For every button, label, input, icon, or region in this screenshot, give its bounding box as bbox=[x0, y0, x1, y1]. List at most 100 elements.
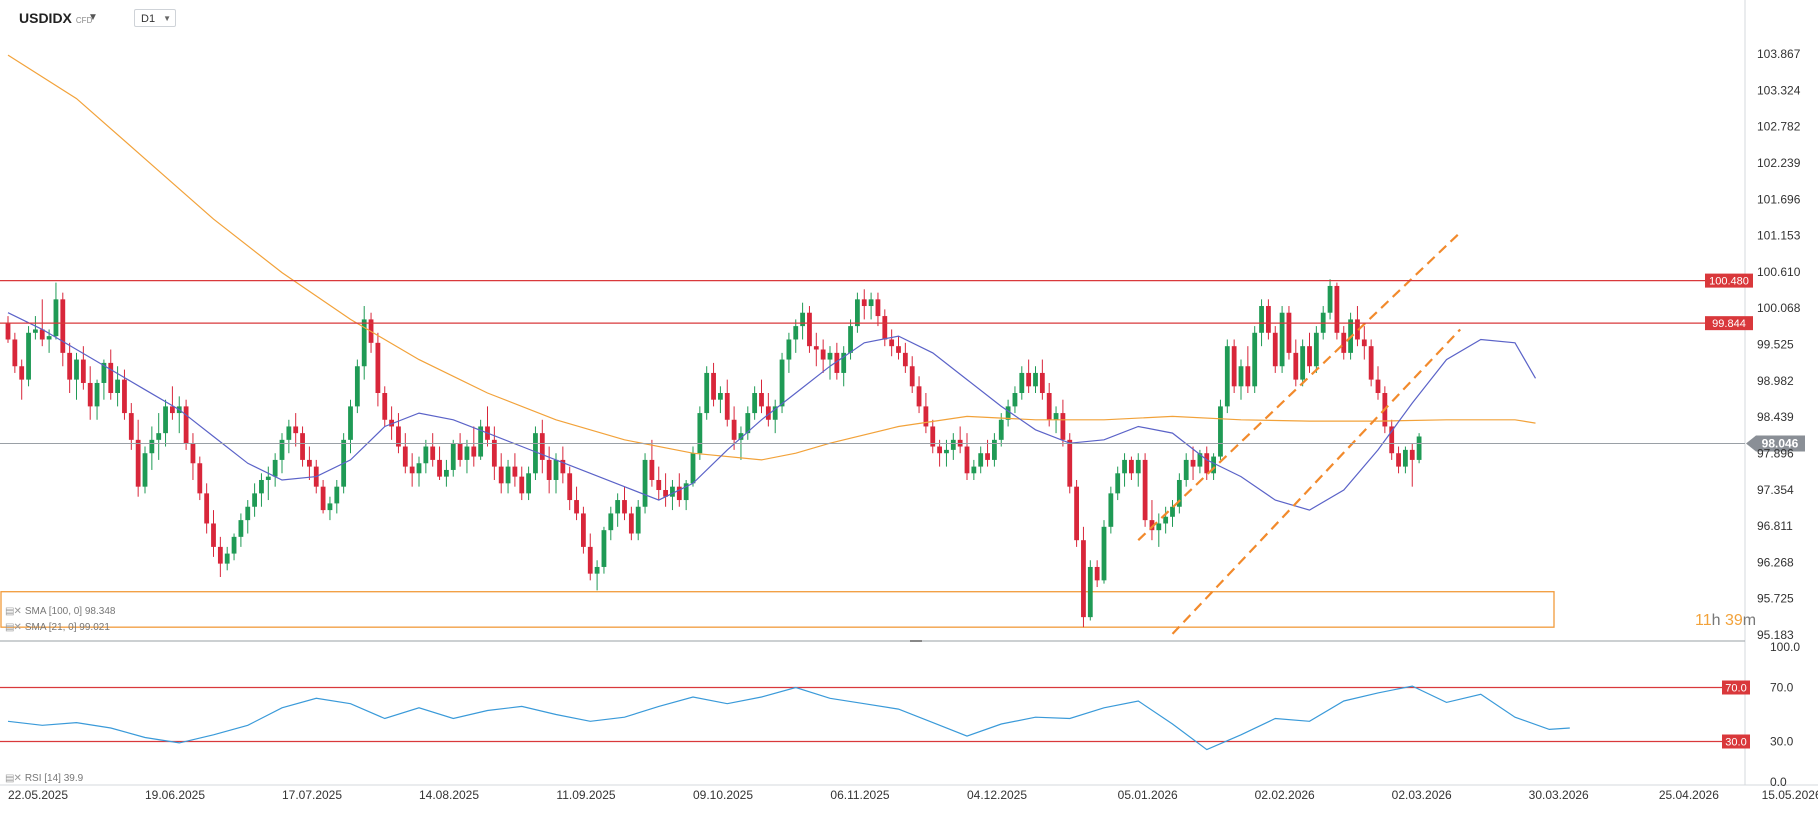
bull-candle bbox=[1224, 346, 1230, 407]
legend-menu-icon[interactable]: ▤✕ bbox=[5, 622, 22, 633]
bull-candle bbox=[690, 453, 696, 484]
bull-candle bbox=[1163, 516, 1169, 524]
timeframe-select[interactable]: D1 ▼ bbox=[134, 9, 176, 27]
bear-candle bbox=[1286, 312, 1292, 353]
bear-candle bbox=[190, 443, 196, 464]
bear-candle bbox=[964, 446, 970, 474]
bear-candle bbox=[1026, 372, 1032, 387]
bear-candle bbox=[724, 393, 730, 420]
sma21-line bbox=[7, 312, 1537, 511]
bull-candle bbox=[74, 359, 79, 380]
bull-candle bbox=[868, 299, 874, 307]
bull-candle bbox=[1115, 473, 1121, 494]
bull-candle bbox=[505, 466, 511, 484]
bull-candle bbox=[1211, 456, 1216, 474]
rsi-level-tag bbox=[1722, 734, 1750, 749]
pane-resize-handle[interactable] bbox=[910, 640, 922, 642]
bear-candle bbox=[512, 466, 518, 477]
bull-candle bbox=[779, 359, 785, 407]
date-axis-label: 02.03.2026 bbox=[1392, 788, 1452, 802]
rsi-legend: ▤✕ RSI [14] 39.9 bbox=[5, 773, 83, 784]
bear-candle bbox=[1204, 453, 1210, 474]
bear-candle bbox=[80, 359, 86, 383]
bear-candle bbox=[430, 446, 436, 460]
date-axis-label: 15.05.2026 bbox=[1762, 788, 1818, 802]
symbol-type: CFD bbox=[75, 16, 93, 25]
bear-candle bbox=[985, 453, 990, 460]
bull-candle bbox=[245, 506, 251, 521]
bull-candle bbox=[478, 426, 484, 457]
bear-candle bbox=[382, 393, 388, 420]
price-axis-label: 100.068 bbox=[1757, 301, 1801, 315]
bull-candle bbox=[26, 332, 31, 380]
rsi-level-tag bbox=[1722, 680, 1750, 695]
bull-candle bbox=[53, 299, 59, 337]
bear-candle bbox=[1341, 332, 1347, 353]
bear-candle bbox=[67, 352, 73, 380]
date-axis-label: 17.07.2025 bbox=[282, 788, 342, 802]
bear-candle bbox=[108, 362, 114, 394]
level-price-tag bbox=[1705, 273, 1753, 288]
bear-candle bbox=[923, 406, 929, 427]
bear-candle bbox=[1307, 346, 1312, 367]
bull-candle bbox=[286, 426, 292, 440]
bear-candle bbox=[909, 366, 915, 387]
bear-candle bbox=[519, 476, 525, 494]
bear-candle bbox=[731, 419, 737, 440]
rsi-pane: 70.0 30.0 bbox=[0, 680, 1750, 751]
bull-candle bbox=[1033, 372, 1038, 387]
bear-candle bbox=[807, 312, 812, 347]
bull-candle bbox=[697, 413, 703, 454]
date-axis-label: 04.12.2025 bbox=[967, 788, 1027, 802]
bull-candle bbox=[793, 326, 799, 340]
trend-channel-line bbox=[1171, 328, 1461, 635]
bear-candle bbox=[649, 459, 655, 480]
bear-candle bbox=[1361, 339, 1367, 347]
sma100-line bbox=[7, 54, 1536, 461]
price-axis-label: 95.183 bbox=[1757, 628, 1794, 642]
bull-candle bbox=[279, 439, 285, 460]
bull-candle bbox=[156, 433, 162, 440]
bull-candle bbox=[772, 406, 778, 420]
bull-candle bbox=[1176, 479, 1182, 507]
symbol-selector[interactable]: USDIDX CFD bbox=[19, 10, 92, 26]
bull-candle bbox=[259, 479, 264, 494]
sma100-legend: ▤✕ SMA [100, 0] 98.348 bbox=[5, 606, 115, 617]
countdown-minutes-unit: m bbox=[1742, 612, 1757, 629]
bull-candle bbox=[683, 483, 689, 501]
bull-candle bbox=[1403, 449, 1408, 467]
bear-candle bbox=[1245, 366, 1251, 387]
bull-candle bbox=[163, 406, 168, 434]
bull-candle bbox=[238, 520, 244, 537]
bear-candle bbox=[1409, 449, 1415, 460]
bear-candle bbox=[896, 346, 901, 353]
bull-candle bbox=[978, 453, 984, 467]
bull-candle bbox=[464, 446, 470, 460]
price-axis-label: 100.610 bbox=[1757, 265, 1801, 279]
bull-candle bbox=[827, 352, 833, 360]
bull-candle bbox=[608, 513, 614, 531]
price-axis-label: 98.982 bbox=[1757, 374, 1794, 388]
bull-candle bbox=[361, 319, 367, 367]
bull-candle bbox=[944, 449, 949, 454]
bull-candle bbox=[971, 466, 977, 474]
price-axis-label: 101.696 bbox=[1757, 192, 1801, 206]
bear-candle bbox=[1074, 486, 1079, 541]
bear-candle bbox=[87, 382, 93, 407]
date-axis-label: 30.03.2026 bbox=[1529, 788, 1589, 802]
bear-candle bbox=[1060, 413, 1066, 440]
price-axis-label: 96.268 bbox=[1757, 555, 1794, 569]
current-price-tag-text: 98.046 bbox=[1762, 436, 1799, 450]
bull-candle bbox=[553, 459, 559, 480]
candles-layer bbox=[5, 279, 1422, 628]
bear-candle bbox=[1046, 393, 1052, 420]
current-price-tag bbox=[1746, 435, 1805, 452]
bull-candle bbox=[272, 459, 278, 477]
symbol-dropdown-caret-icon[interactable]: ▼ bbox=[88, 12, 98, 23]
legend-menu-icon[interactable]: ▤✕ bbox=[5, 773, 22, 784]
support-zone-layer bbox=[0, 591, 1555, 628]
bull-candle bbox=[752, 393, 758, 414]
bull-candle bbox=[334, 486, 340, 504]
legend-menu-icon[interactable]: ▤✕ bbox=[5, 606, 22, 617]
